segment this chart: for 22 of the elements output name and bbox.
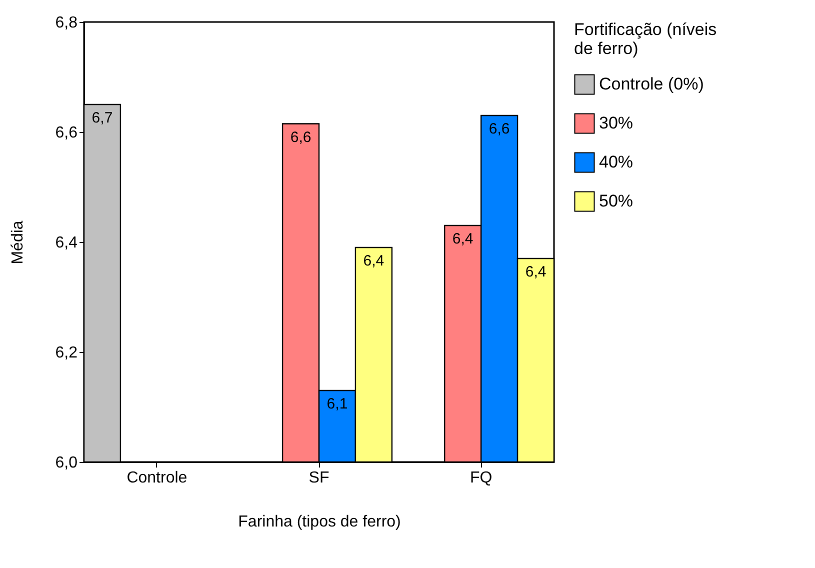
y-tick-label: 6,8 [55,14,78,32]
data-label: 6,7 [92,110,113,126]
data-label: 6,4 [525,264,546,280]
legend-label: 50% [599,192,634,210]
legend-label: 30% [599,114,634,132]
y-tick-label: 6,2 [55,344,78,362]
x-tick-label: Controle [126,470,188,486]
y-tick-label: 6,6 [55,124,78,142]
legend-label: 40% [599,152,634,172]
y-axis-title: Média [9,220,26,264]
data-label: 6,6 [488,120,510,138]
x-tick-label: SF [308,470,330,486]
data-label: 6,4 [363,252,384,270]
data-label: 6,1 [326,396,348,412]
legend-label: Controle (0%) [599,74,704,94]
data-label: 6,4 [452,230,474,248]
x-tick-label: FQ [470,470,492,486]
legend-title: Fortificação (níveis de ferro) [574,20,717,58]
x-axis-title: Farinha (tipos de ferro) [238,514,401,530]
y-tick-label: 6,4 [55,234,78,252]
data-label: 6,6 [290,128,312,146]
y-tick-label: 6,0 [55,454,78,472]
